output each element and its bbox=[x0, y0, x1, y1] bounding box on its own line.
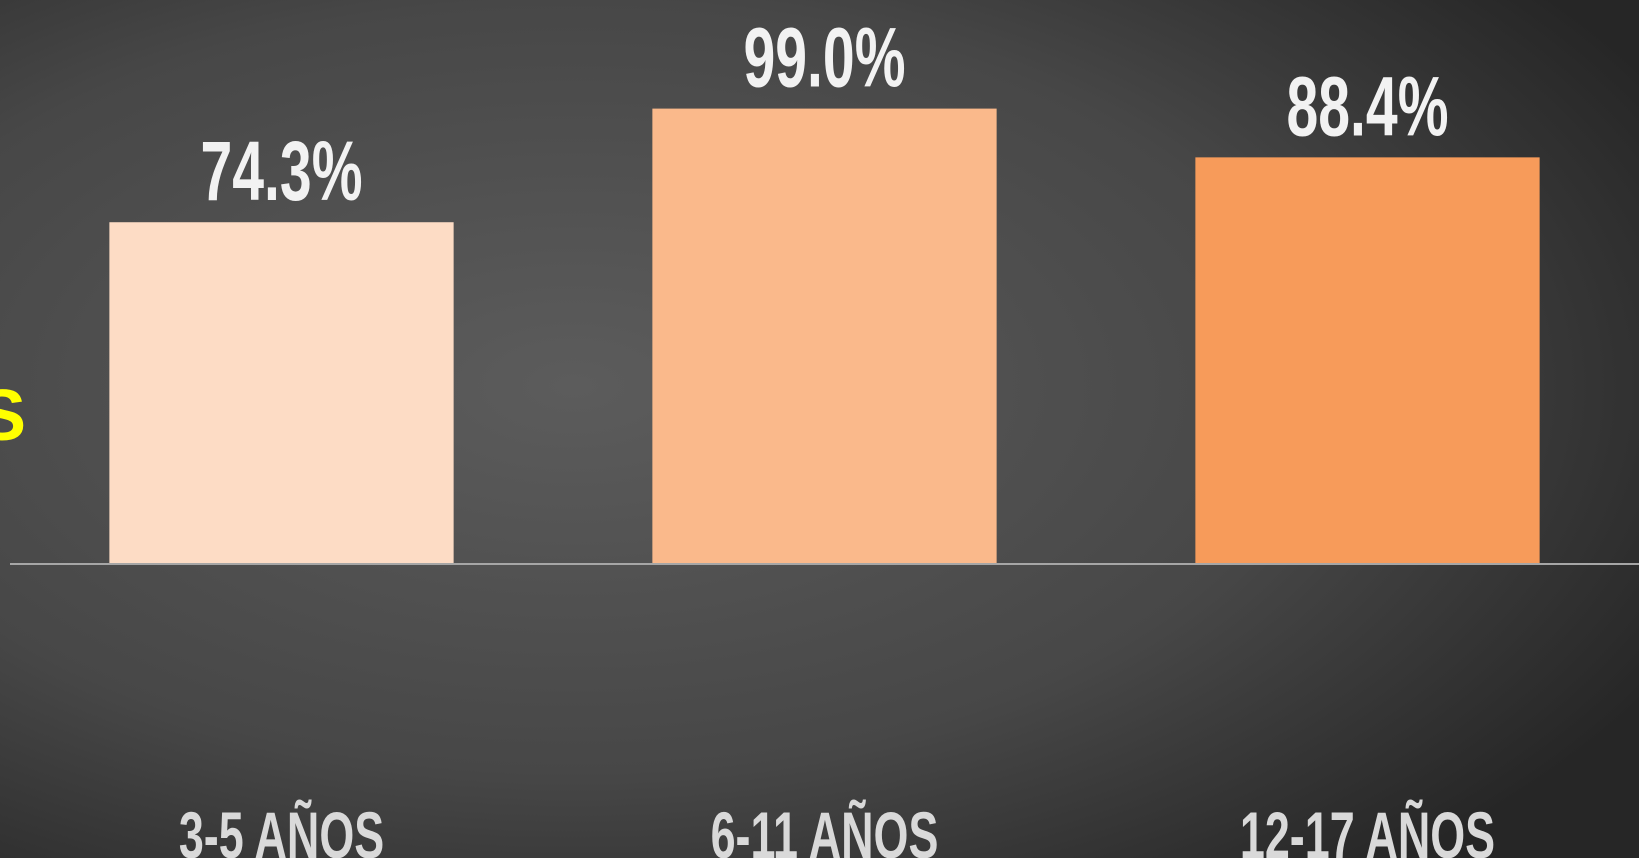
bar bbox=[1195, 157, 1540, 565]
bar bbox=[109, 222, 454, 564]
x-tick-label: 12-17 AÑOS bbox=[1240, 798, 1495, 858]
value-label: 99.0% bbox=[744, 11, 906, 105]
x-tick-label: 3-5 AÑOS bbox=[179, 798, 384, 858]
annotation: S bbox=[0, 376, 26, 456]
value-label: 74.3% bbox=[201, 124, 363, 218]
bar bbox=[652, 108, 997, 564]
value-label: 88.4% bbox=[1287, 59, 1449, 153]
x-tick-label: 6-11 AÑOS bbox=[711, 798, 939, 858]
